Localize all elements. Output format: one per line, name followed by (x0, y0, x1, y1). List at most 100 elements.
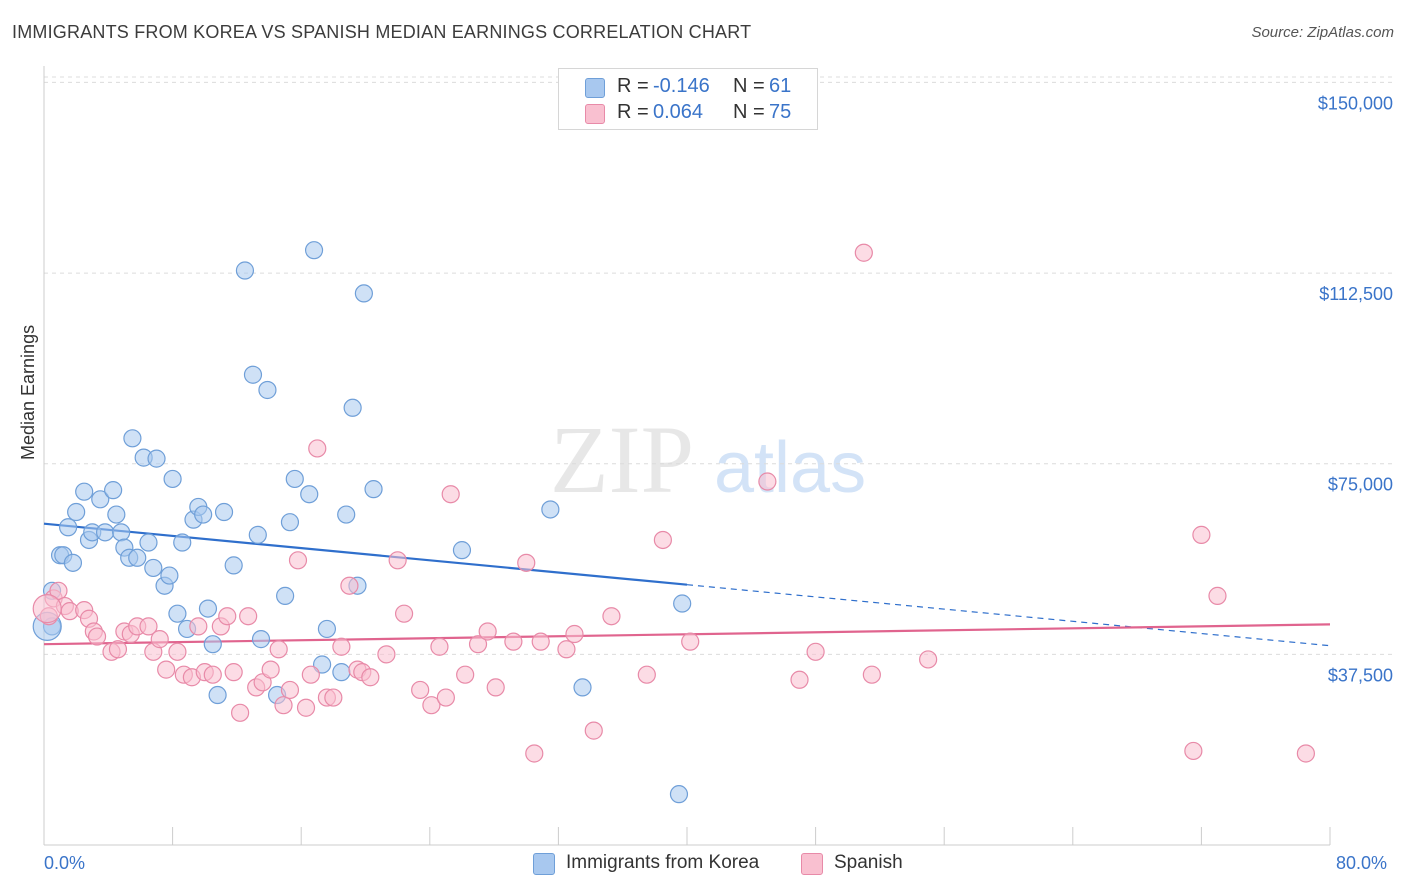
y-tick-label: $112,500 (1319, 284, 1393, 304)
korea-point (541, 500, 560, 519)
chart-title: IMMIGRANTS FROM KOREA VS SPANISH MEDIAN … (12, 22, 752, 42)
legend-swatch-spanish (801, 853, 823, 875)
spanish-point (862, 665, 881, 684)
korea-point (194, 505, 213, 524)
spanish-point (203, 665, 222, 684)
spanish-point (231, 703, 250, 722)
korea-trend-extension (686, 584, 1331, 647)
korea-point (173, 533, 192, 552)
korea-point (343, 398, 362, 417)
spanish-point (1192, 525, 1211, 544)
korea-point (163, 469, 182, 489)
spanish-point (239, 607, 258, 626)
korea-point (214, 502, 234, 522)
korea-point (168, 604, 187, 623)
korea-point (104, 481, 123, 500)
spanish-point (139, 617, 158, 636)
r-label: R = (617, 75, 649, 97)
spanish-point (790, 670, 809, 689)
spanish-point (430, 637, 449, 656)
spanish-point (280, 680, 300, 700)
korea-point (300, 485, 319, 504)
spanish-point (394, 604, 414, 623)
spanish-point (1208, 586, 1227, 605)
spanish-point (274, 696, 293, 715)
legend-swatch-spanish (585, 104, 605, 124)
spanish-point (1296, 744, 1315, 763)
spanish-point (308, 439, 327, 458)
korea-point (147, 449, 166, 468)
korea-point (160, 566, 179, 585)
korea-point (337, 505, 356, 524)
legend-label-korea: Immigrants from Korea (566, 852, 760, 873)
legend-swatch-korea (585, 78, 605, 98)
korea-point (276, 586, 295, 605)
spanish-point (324, 688, 343, 707)
spanish-point (108, 640, 128, 659)
source-note: Source: ZipAtlas.com (1251, 24, 1394, 41)
spanish-point (157, 660, 176, 679)
korea-point (317, 619, 337, 639)
korea-point (285, 469, 304, 489)
spanish-point (584, 721, 603, 740)
korea-point (112, 523, 131, 542)
spanish-point (806, 642, 825, 661)
spanish-point (525, 744, 544, 763)
n-value: 75 (769, 101, 792, 123)
korea-point (258, 380, 277, 400)
watermark-zip: ZIP (550, 406, 694, 513)
korea-point (452, 541, 472, 560)
korea-point (304, 241, 324, 260)
korea-point (573, 678, 592, 697)
korea-point (67, 502, 86, 522)
korea-point (248, 525, 267, 544)
korea-point (673, 594, 692, 613)
x-tick-label-max: 80.0% (1336, 853, 1388, 873)
spanish-point (602, 607, 621, 626)
spanish-point (441, 485, 460, 504)
n-label: N = (733, 101, 765, 123)
spanish-point (758, 472, 777, 491)
spanish-point (87, 627, 107, 646)
spanish-point (565, 624, 584, 644)
spanish-point (224, 663, 243, 682)
spanish-point (557, 640, 576, 659)
korea-point (95, 523, 115, 542)
spanish-point (436, 688, 455, 707)
spanish-point (388, 551, 407, 570)
watermark-atlas: atlas (714, 428, 866, 508)
spanish-point (1184, 741, 1203, 761)
korea-point (224, 556, 243, 575)
spanish-point (340, 576, 359, 595)
legend-label-spanish: Spanish (834, 852, 903, 873)
r-value: 0.064 (653, 101, 704, 123)
spanish-point (189, 617, 208, 636)
r-label: R = (617, 101, 649, 123)
korea-point (203, 635, 222, 654)
korea-point (312, 655, 332, 674)
korea-point (63, 553, 83, 572)
n-label: N = (733, 75, 765, 97)
korea-point (280, 513, 300, 532)
spanish-point (517, 553, 536, 572)
korea-point (251, 630, 271, 649)
y-tick-label: $75,000 (1328, 475, 1393, 495)
spanish-point (531, 632, 550, 651)
spanish-point (296, 698, 316, 717)
spanish-point (422, 696, 441, 715)
watermark: ZIP atlas (550, 406, 866, 513)
spanish-point (261, 660, 280, 679)
korea-point (243, 365, 263, 384)
spanish-point (332, 637, 351, 656)
y-tick-label: $37,500 (1328, 665, 1393, 685)
spanish-point (411, 680, 430, 700)
spanish-point (854, 243, 873, 262)
korea-point (107, 505, 126, 524)
spanish-point (681, 632, 700, 651)
spanish-point (637, 665, 656, 684)
spanish-point (361, 668, 380, 687)
spanish-point (288, 551, 308, 570)
spanish-point (168, 642, 187, 661)
korea-point (75, 482, 94, 501)
